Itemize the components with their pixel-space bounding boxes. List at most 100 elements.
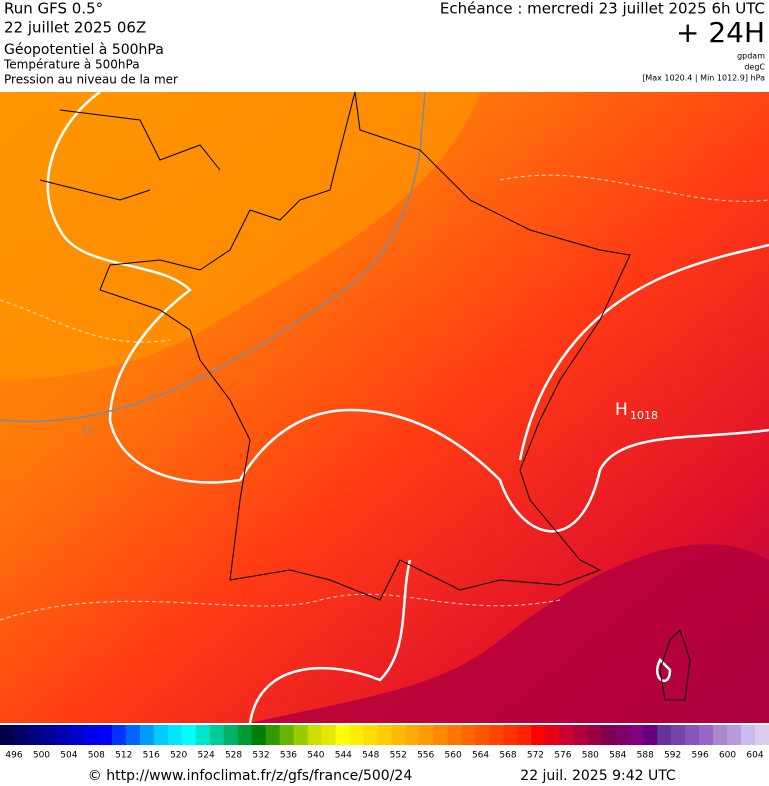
colorbar-cell [615, 725, 630, 745]
colorbar-cell [755, 725, 769, 745]
colorbar-label: 580 [582, 751, 599, 761]
colorbar-cell [545, 725, 560, 745]
contour [248, 559, 412, 724]
run-title: Run GFS 0.5° [4, 0, 103, 18]
colorbar-cell [125, 725, 141, 745]
colorbar-cell [27, 725, 43, 745]
colorbar-cell [55, 725, 71, 745]
colorbar-cell [363, 725, 379, 745]
colorbar-label: 536 [280, 751, 297, 761]
colorbar-cell [153, 725, 169, 745]
colorbar-cell [321, 725, 337, 745]
colorbar-cell [685, 725, 700, 745]
colorbar-label: 532 [252, 751, 269, 761]
colorbar-cell [587, 725, 602, 745]
colorbar-cell [181, 725, 197, 745]
run-date: 22 juillet 2025 06Z [4, 19, 146, 37]
colorbar-cell [489, 725, 504, 745]
colorbar-label: 576 [554, 751, 571, 761]
colorbar-cell [601, 725, 616, 745]
colorbar-label: 540 [307, 751, 324, 761]
warm-zone [0, 92, 480, 380]
colorbar-label: 552 [390, 751, 407, 761]
colorbar-cell [517, 725, 532, 745]
corsica-outline [659, 629, 691, 701]
unit: degC [744, 63, 765, 72]
colorbar-cell [657, 725, 672, 745]
isobar [0, 91, 426, 423]
colorbar-cell [265, 725, 281, 745]
contour [46, 90, 769, 533]
field: Pression au niveau de la mer [4, 73, 178, 87]
colorbar-cell [0, 725, 15, 745]
colorbar-cell [671, 725, 686, 745]
colorbar-cell [209, 725, 225, 745]
cold-zone [250, 544, 769, 723]
colorbar-cell [643, 725, 658, 745]
colorbar-cell [405, 725, 420, 745]
forecast: Echéance : mercredi 23 juillet 2025 6h U… [440, 0, 765, 18]
field: Température à 500hPa [3, 58, 140, 72]
colorbar-cell [727, 725, 742, 745]
colorbar-cell [699, 725, 714, 745]
colorbar-label: 604 [746, 751, 763, 761]
timestamp: 22 juil. 2025 9:42 UTC [520, 768, 676, 784]
france-outline [99, 91, 631, 601]
colorbar-label: 544 [335, 751, 352, 761]
colorbar-cell [223, 725, 239, 745]
header: Run GFS 0.5° 22 juillet 2025 06Z Géopote… [3, 0, 765, 87]
colorbar-cell [377, 725, 392, 745]
colorbar-cell [41, 725, 57, 745]
colorbar-label: 560 [445, 751, 462, 761]
colorbar-label: 600 [719, 751, 736, 761]
colorbar-label: 528 [225, 751, 242, 761]
colorbar-label: 516 [143, 751, 160, 761]
isobar-label: 16 [82, 427, 94, 437]
colorbar-cell [559, 725, 574, 745]
colorbar-cell [83, 725, 99, 745]
source: © http://www.infoclimat.fr/z/gfs/france/… [88, 768, 413, 784]
colorbar-cell [573, 725, 588, 745]
colorbar-cell [97, 725, 113, 745]
colorbar-cell [335, 725, 351, 745]
colorbar-label: 520 [170, 751, 187, 761]
colorbar: 496 500 504 508 512 516 520 524 528 532 536 540 544 5… [0, 725, 769, 761]
contour [518, 243, 769, 461]
colorbar-label: 568 [499, 751, 516, 761]
colorbar-label: 512 [115, 751, 132, 761]
unit: gpdam [737, 52, 765, 61]
colorbar-cell [307, 725, 323, 745]
isotherm [0, 174, 769, 621]
colorbar-cell [237, 725, 253, 745]
colorbar-cell [293, 725, 309, 745]
colorbar-cell [531, 725, 546, 745]
field: Géopotentiel à 500hPa [4, 42, 164, 58]
unit: [Max 1020.4 | Min 1012.9] hPa [642, 74, 765, 83]
colorbar-cell [419, 725, 434, 745]
colorbar-label: 504 [60, 751, 77, 761]
colorbar-cell [111, 725, 127, 745]
colorbar-cell [713, 725, 728, 745]
colorbar-label: 496 [5, 751, 22, 761]
colorbar-label: 508 [88, 751, 105, 761]
colorbar-cell [195, 725, 211, 745]
colorbar-cell [13, 725, 29, 745]
colorbar-cell [461, 725, 476, 745]
colorbar-label: 500 [33, 751, 50, 761]
colorbar-label: 592 [664, 751, 681, 761]
colorbar-cell [349, 725, 365, 745]
colorbar-cell [139, 725, 155, 745]
colorbar-cell [475, 725, 490, 745]
colorbar-cell [391, 725, 406, 745]
colorbar-label: 548 [362, 751, 379, 761]
high-value: 1018 [630, 409, 658, 422]
map: H 1018 16 [0, 90, 769, 724]
high-letter: H [615, 400, 628, 420]
colorbar-cell [69, 725, 85, 745]
colorbar-label: 572 [527, 751, 544, 761]
colorbar-cell [433, 725, 448, 745]
contour [655, 657, 672, 682]
lead-time: + 24H [676, 16, 765, 49]
colorbar-cell [251, 725, 267, 745]
